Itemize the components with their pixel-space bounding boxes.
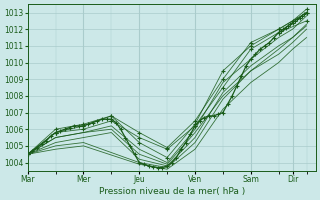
X-axis label: Pression niveau de la mer( hPa ): Pression niveau de la mer( hPa ) xyxy=(99,187,245,196)
